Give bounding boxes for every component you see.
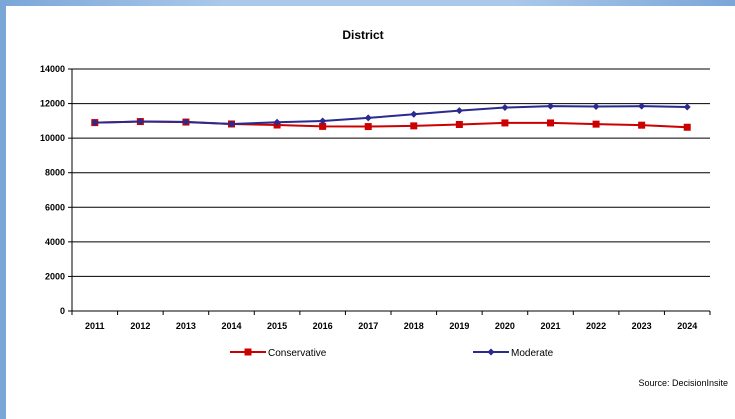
legend-label: Conservative [268, 348, 327, 359]
source-label: Source: DecisionInsite [638, 378, 728, 388]
gridlines [72, 68, 710, 277]
legend-item-conservative: Conservative [230, 348, 327, 359]
data-point [683, 103, 691, 111]
legend-label: Moderate [511, 348, 554, 359]
data-point [410, 122, 418, 130]
y-tick-label: 0 [60, 306, 65, 316]
legend-marker [244, 348, 252, 356]
data-point [319, 122, 327, 130]
series-conservative [91, 118, 691, 131]
x-tick-label: 2013 [176, 321, 196, 331]
data-point [547, 119, 554, 127]
data-point [91, 119, 99, 127]
x-tick-label: 2017 [358, 321, 378, 331]
x-tick-label: 2015 [267, 321, 287, 331]
data-point [228, 120, 235, 128]
y-tick-labels: 0 2000 4000 6000 8000 10000 12000 14000 [40, 64, 65, 316]
data-point [364, 123, 372, 131]
data-point [455, 120, 463, 128]
x-tick-label: 2022 [586, 321, 606, 331]
x-tick-label: 2012 [130, 321, 150, 331]
y-tick-label: 2000 [45, 271, 65, 281]
data-point [592, 120, 600, 128]
data-point [410, 110, 418, 118]
data-point [364, 114, 372, 122]
x-tick-label: 2021 [540, 321, 560, 331]
data-point [319, 117, 327, 125]
data-point [501, 104, 509, 112]
x-tick-label: 2023 [632, 321, 652, 331]
x-tick-label: 2014 [221, 321, 241, 331]
legend-marker [487, 348, 495, 356]
data-point [182, 118, 190, 126]
y-tick-label: 10000 [40, 133, 65, 143]
chart-title: District [342, 28, 383, 42]
line-chart: District 0 2000 4000 6000 8000 10000 12000 1400… [40, 28, 728, 388]
y-tick-label: 6000 [45, 202, 65, 212]
series-moderate [91, 102, 691, 128]
series [91, 102, 691, 131]
data-point [273, 118, 281, 126]
y-tick-label: 14000 [40, 64, 65, 74]
y-tick-label: 12000 [40, 99, 65, 109]
x-tick-label: 2020 [495, 321, 515, 331]
x-tick-label: 2024 [677, 321, 697, 331]
x-tick-labels: 2011 2012 2013 2014 2015 2016 2017 2018 2019 2020… [85, 321, 697, 331]
axes [68, 68, 711, 315]
data-point [455, 107, 463, 115]
legend: Conservative Moderate [230, 348, 554, 359]
y-tick-label: 8000 [45, 168, 65, 178]
series-line-moderate [94, 105, 688, 125]
data-point [136, 118, 144, 126]
data-point [501, 119, 509, 127]
chart-panel: District 0 2000 4000 6000 8000 10000 12000 1400… [6, 6, 735, 419]
data-point [592, 103, 600, 111]
legend-item-moderate: Moderate [473, 348, 554, 359]
data-point [683, 123, 691, 131]
data-point [547, 102, 554, 110]
x-tick-label: 2011 [85, 321, 105, 331]
x-tick-label: 2018 [404, 321, 424, 331]
y-tick-label: 4000 [45, 237, 65, 247]
x-tick-label: 2019 [449, 321, 469, 331]
data-point [638, 121, 646, 129]
data-point [638, 102, 646, 110]
x-tick-label: 2016 [313, 321, 333, 331]
